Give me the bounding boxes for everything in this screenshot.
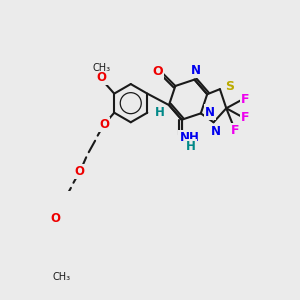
Text: N: N [211,125,221,138]
Text: O: O [75,165,85,178]
Text: H: H [155,106,165,119]
Text: N: N [191,64,201,77]
Text: O: O [51,212,61,225]
Text: O: O [152,65,163,78]
Text: F: F [241,93,250,106]
Text: O: O [99,118,109,131]
Text: N: N [205,106,215,118]
Text: H: H [186,140,196,153]
Text: CH₃: CH₃ [92,63,110,73]
Text: S: S [226,80,235,93]
Text: F: F [231,124,239,137]
Text: CH₃: CH₃ [53,272,71,282]
Text: NH: NH [179,131,199,144]
Text: O: O [97,70,106,84]
Text: F: F [241,111,250,124]
